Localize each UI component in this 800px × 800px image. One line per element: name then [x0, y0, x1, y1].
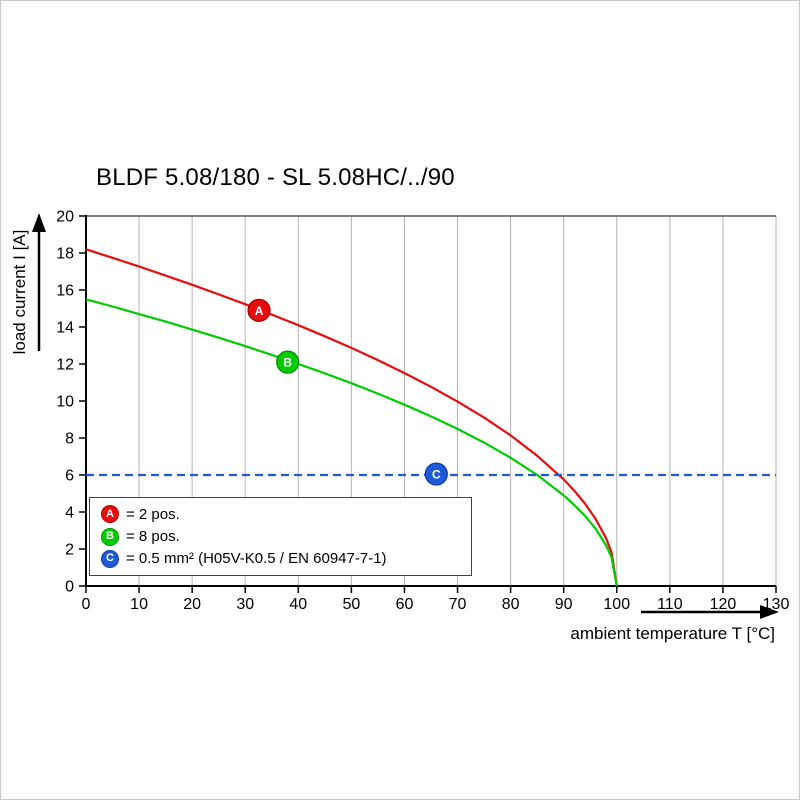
- x-axis-arrowhead: [760, 605, 779, 619]
- y-tick-label: 12: [56, 357, 74, 374]
- y-tick-label: 20: [56, 209, 74, 226]
- x-tick-label: 40: [289, 596, 307, 613]
- x-tick-label: 110: [657, 596, 683, 613]
- x-tick-label: 80: [502, 596, 520, 613]
- chart-title: BLDF 5.08/180 - SL 5.08HC/../90: [96, 164, 455, 191]
- x-tick-label: 70: [449, 596, 467, 613]
- y-axis-arrowhead: [32, 213, 46, 232]
- y-tick-label: 10: [56, 394, 74, 411]
- legend-item-c: C = 0.5 mm² (H05V-K0.5 / EN 60947-7-1): [101, 549, 467, 568]
- legend-marker-c-icon: C: [101, 549, 119, 568]
- x-tick-label: 90: [555, 596, 573, 613]
- x-tick-label: 20: [183, 596, 201, 613]
- legend-item-a: A = 2 pos.: [101, 505, 467, 524]
- y-tick-label: 4: [65, 505, 74, 522]
- curve-a: [85, 248, 618, 587]
- legend-label-b: = 8 pos.: [126, 528, 180, 545]
- x-tick-label: 100: [603, 596, 630, 613]
- legend-label-a: = 2 pos.: [126, 505, 180, 523]
- y-tick-label: 8: [65, 431, 74, 448]
- legend-label-c: = 0.5 mm² (H05V-K0.5 / EN 60947-7-1): [126, 550, 387, 568]
- x-tick-label: 50: [342, 596, 360, 613]
- x-tick-label: 60: [396, 596, 414, 613]
- legend: A = 2 pos. B = 8 pos. C = 0.5 mm² (H05V-…: [89, 497, 472, 576]
- y-tick-label: 2: [65, 542, 74, 559]
- y-tick-label: 14: [56, 320, 74, 337]
- legend-marker-b-icon: B: [101, 527, 119, 546]
- x-tick-label: 120: [710, 596, 737, 613]
- x-tick-label: 30: [236, 596, 254, 613]
- marker-letter-b: B: [283, 356, 292, 370]
- marker-letter-c: C: [432, 468, 441, 482]
- x-tick-label: 10: [130, 596, 148, 613]
- y-tick-label: 6: [65, 468, 74, 485]
- marker-c: [424, 462, 448, 486]
- marker-a: [247, 298, 271, 322]
- x-axis-label: ambient temperature T [°C]: [570, 624, 775, 643]
- legend-marker-a-icon: A: [101, 505, 119, 524]
- curve-b: [85, 298, 618, 587]
- legend-item-b: B = 8 pos.: [101, 527, 467, 546]
- marker-letter-a: A: [255, 304, 264, 318]
- marker-b: [276, 350, 300, 374]
- y-tick-label: 0: [65, 579, 74, 596]
- y-tick-label: 16: [56, 283, 74, 300]
- x-tick-label: 0: [82, 596, 91, 613]
- y-tick-label: 18: [56, 246, 74, 263]
